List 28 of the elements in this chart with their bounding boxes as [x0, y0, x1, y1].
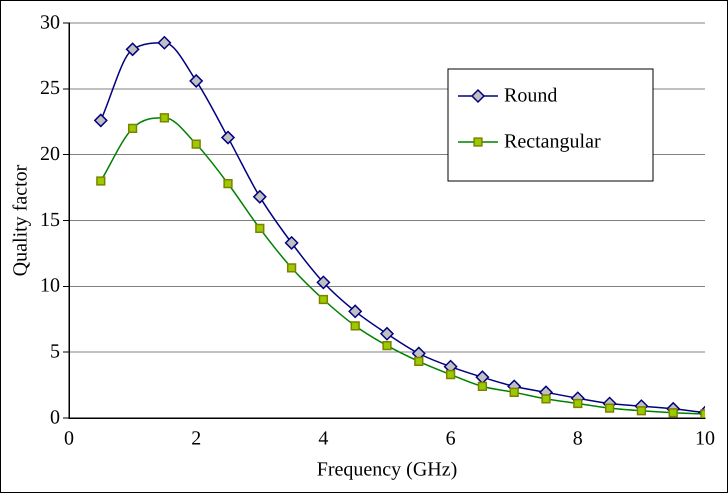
legend-label: Rectangular	[504, 130, 601, 152]
x-tick-label: 8	[572, 427, 583, 450]
y-tick-label: 20	[40, 142, 60, 165]
x-axis-title: Frequency (GHz)	[316, 458, 458, 480]
y-tick-label: 0	[50, 406, 60, 428]
point	[380, 326, 394, 340]
x-tick-label: 2	[191, 427, 202, 450]
point	[126, 42, 140, 56]
x-tick-label: 4	[318, 427, 328, 450]
point	[158, 36, 172, 50]
point	[348, 304, 362, 318]
legend-label: Round	[504, 84, 558, 106]
y-tick-label: 30	[40, 11, 60, 34]
x-tick-label: 0	[64, 427, 74, 450]
x-tick-label: 6	[446, 427, 456, 450]
point	[316, 276, 330, 290]
point	[476, 370, 490, 384]
point	[284, 236, 298, 250]
y-tick-label: 10	[40, 274, 60, 297]
y-axis-title: Quality factor	[9, 164, 32, 276]
y-tick-label: 5	[50, 340, 60, 362]
point	[94, 114, 108, 128]
point	[221, 130, 235, 144]
x-tick-label: 10	[695, 427, 715, 450]
point	[253, 190, 267, 204]
y-tick-label: 15	[40, 208, 60, 231]
point	[189, 74, 203, 88]
y-tick-label: 25	[40, 77, 60, 100]
